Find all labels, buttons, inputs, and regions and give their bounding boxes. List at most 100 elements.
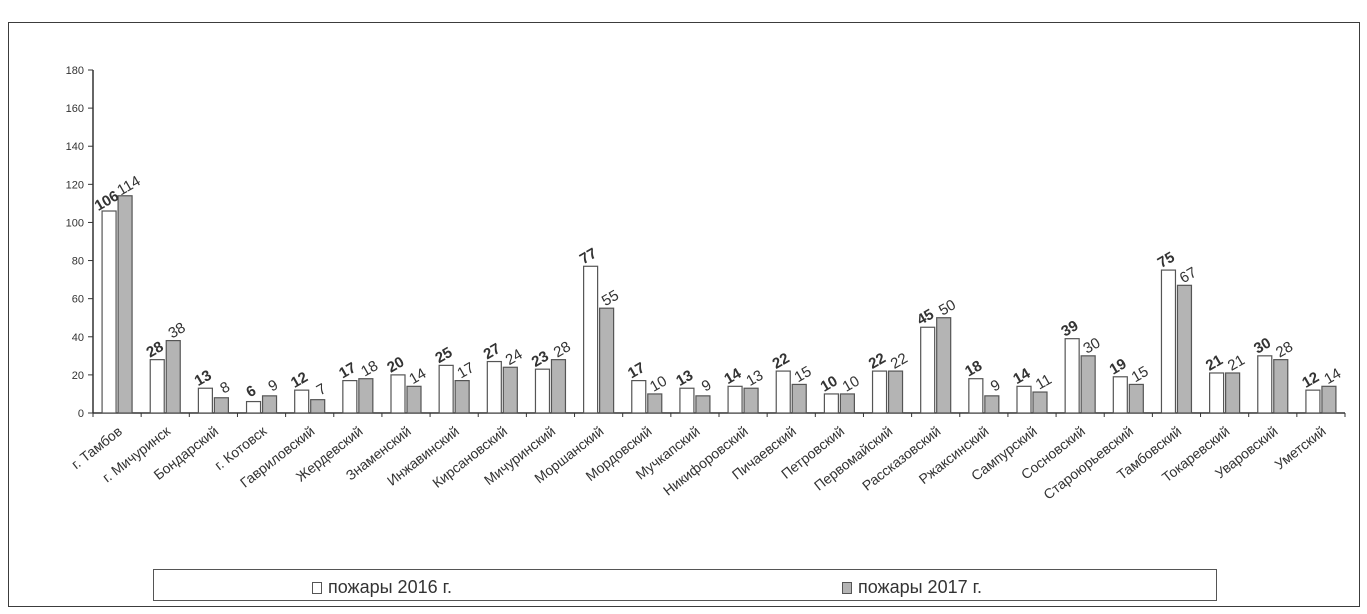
data-label-2016: 45 [914, 306, 937, 329]
y-tick-label: 120 [66, 179, 84, 191]
bar-2016 [1112, 376, 1128, 414]
data-label-2016: 20 [384, 353, 407, 376]
bar-2017 [117, 195, 133, 414]
legend-swatch-2017 [842, 581, 852, 594]
bar-2017 [1080, 355, 1096, 414]
data-label-2016: 22 [866, 350, 889, 373]
bar-2017 [165, 339, 181, 414]
data-label-2016: 17 [336, 359, 359, 382]
bar-2016 [727, 385, 743, 414]
data-label-2016: 75 [1155, 249, 1178, 272]
data-label-2017: 14 [406, 365, 429, 388]
y-tick-label: 160 [66, 103, 84, 115]
bar-2017 [310, 399, 326, 414]
bar-2016 [245, 400, 262, 414]
data-label-2017: 9 [699, 377, 715, 396]
data-label-2017: 9 [265, 377, 281, 396]
bar-2017 [1128, 383, 1144, 414]
bar-2017 [502, 366, 518, 414]
data-label-2016: 30 [1251, 334, 1274, 357]
data-label-2017: 10 [840, 373, 863, 396]
bar-2016 [149, 359, 165, 414]
bar-2016 [823, 393, 839, 414]
data-label-2017: 67 [1177, 264, 1200, 287]
legend-label-2016: пожары 2016 г. [328, 577, 452, 597]
chart-frame [8, 22, 1360, 607]
bar-2017 [743, 387, 759, 414]
bar-2017 [647, 393, 663, 414]
data-label-2017: 14 [1321, 365, 1344, 388]
data-label-2016: 39 [1058, 317, 1081, 340]
bar-2017 [791, 383, 807, 414]
data-label-2016: 13 [673, 367, 696, 390]
data-label-2016: 22 [770, 350, 793, 373]
bar-2017 [406, 385, 422, 414]
data-label-2016: 14 [721, 365, 745, 388]
bar-2016 [294, 389, 310, 414]
bar-2017 [261, 395, 278, 414]
data-label-2017: 21 [1225, 352, 1248, 375]
data-label-2016: 27 [481, 340, 504, 363]
bar-2016 [920, 326, 936, 414]
bar-2016 [631, 380, 647, 414]
bar-2017 [454, 380, 470, 414]
bar-2017 [1225, 372, 1241, 414]
data-label-2016: 12 [1299, 369, 1322, 392]
data-label-2016: 19 [1107, 355, 1130, 378]
category-label: Староюрьевский [1040, 423, 1136, 503]
y-tick-label: 40 [72, 332, 84, 344]
data-label-2017: 28 [1273, 338, 1296, 361]
data-label-2017: 55 [599, 287, 622, 310]
y-tick-label: 180 [66, 65, 84, 77]
bar-2016 [968, 378, 984, 414]
legend-swatch-2016 [312, 581, 322, 594]
bar-2017 [550, 359, 567, 414]
bar-2016 [390, 374, 406, 414]
legend-item-2016: пожары 2016 г. [312, 577, 452, 598]
bar-2017 [936, 317, 952, 414]
bar-2016 [197, 387, 213, 414]
data-label-2016: 13 [192, 367, 215, 390]
bar-2016 [583, 265, 599, 414]
data-label-2016: 6 [243, 382, 259, 401]
chart-legend: пожары 2016 г. пожары 2017 г. [153, 569, 1217, 601]
data-label-2017: 18 [358, 357, 381, 380]
bar-2017 [1273, 359, 1289, 414]
data-label-2016: 14 [1010, 365, 1034, 388]
category-label: Никифоровский [660, 423, 751, 499]
bar-2016 [438, 364, 454, 414]
y-tick-label: 140 [66, 141, 84, 153]
bar-2016 [1064, 338, 1080, 414]
bar-2016 [342, 380, 358, 414]
bar-2017 [695, 395, 711, 414]
data-label-2017: 28 [551, 338, 574, 361]
bar-2017 [213, 397, 229, 414]
bar-2017 [1321, 385, 1337, 414]
bar-2016 [775, 370, 791, 414]
bar-2016 [871, 370, 888, 414]
data-label-2017: 15 [1129, 363, 1152, 386]
data-label-2016: 17 [625, 359, 648, 382]
y-tick-label: 80 [72, 256, 84, 268]
bar-2016 [1305, 389, 1321, 414]
bar-2017 [358, 378, 374, 414]
bar-2017 [984, 395, 1000, 414]
bar-2016 [486, 360, 502, 414]
legend-label-2017: пожары 2017 г. [858, 577, 982, 597]
y-tick-label: 0 [78, 408, 84, 420]
bar-2017 [1176, 284, 1193, 414]
data-label-2016: 28 [144, 338, 167, 361]
data-label-2017: 30 [1080, 334, 1103, 357]
data-label-2017: 38 [166, 319, 189, 342]
bar-2017 [839, 393, 855, 414]
data-label-2017: 15 [792, 363, 815, 386]
data-label-2017: 7 [314, 380, 330, 399]
data-label-2016: 18 [962, 357, 985, 380]
data-label-2017: 17 [454, 359, 477, 382]
bar-2017 [599, 307, 615, 414]
data-label-2016: 23 [529, 348, 552, 371]
bar-2016 [1209, 372, 1225, 414]
data-label-2016: 21 [1203, 352, 1226, 375]
bar-2016 [1016, 385, 1032, 414]
